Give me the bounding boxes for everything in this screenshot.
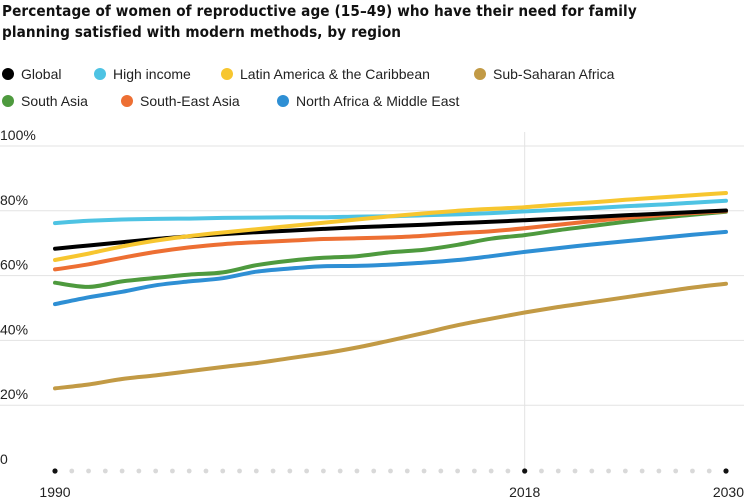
legend-swatch	[277, 95, 289, 107]
x-axis-dot	[287, 468, 293, 474]
legend-swatch	[121, 95, 133, 107]
x-axis-dot	[455, 468, 460, 474]
x-axis-dot	[86, 468, 91, 474]
legend-label: Sub-Saharan Africa	[493, 66, 615, 82]
y-tick-label: 0	[0, 451, 8, 467]
x-axis-dot	[690, 468, 695, 474]
x-axis-dot	[421, 468, 427, 474]
x-axis-dot	[505, 468, 511, 474]
series-line-south-east-asia	[53, 209, 728, 272]
x-axis-dot	[673, 468, 679, 474]
x-axis-dot	[706, 468, 712, 474]
x-axis-dot	[220, 468, 226, 474]
x-axis-dot	[170, 468, 175, 474]
legend-item[interactable]: Global	[2, 65, 61, 83]
x-axis-dot	[237, 468, 242, 474]
legend-label: South-East Asia	[140, 93, 240, 109]
legend-label: High income	[113, 66, 191, 82]
y-tick-label: 40%	[0, 321, 28, 337]
y-tick-label: 60%	[0, 257, 28, 273]
x-axis-dot	[186, 468, 192, 474]
legend-label: South Asia	[21, 93, 88, 109]
chart-title: Percentage of women of reproductive age …	[2, 2, 637, 41]
legend-item[interactable]: Latin America & the Caribbean	[221, 65, 430, 83]
x-axis-dot	[622, 468, 628, 474]
legend-swatch	[94, 68, 106, 80]
x-axis-dot	[438, 468, 444, 474]
x-axis-dot	[404, 468, 410, 474]
series-line-sub-saharan-africa	[53, 281, 728, 391]
legend-item[interactable]: Sub-Saharan Africa	[474, 65, 614, 83]
x-axis-dot	[253, 468, 259, 474]
series-line-south-asia	[53, 209, 728, 289]
x-axis-dot	[354, 468, 360, 474]
y-tick-label: 100%	[0, 127, 36, 143]
legend-swatch	[221, 68, 233, 80]
legend-swatch	[2, 68, 14, 80]
x-axis-dot	[304, 468, 310, 474]
legend-swatch	[474, 68, 486, 80]
x-axis-dot	[69, 468, 75, 474]
x-axis-dot	[136, 468, 142, 474]
x-axis-dot	[371, 468, 377, 474]
x-tick-label: 2018	[509, 484, 540, 500]
x-axis-dot	[555, 468, 561, 474]
x-axis-dot	[639, 468, 645, 474]
x-axis-dot	[270, 468, 276, 474]
x-axis-dot	[102, 468, 108, 474]
y-tick-label: 20%	[0, 386, 28, 402]
x-axis-dot	[488, 468, 494, 474]
x-axis-dot	[589, 468, 595, 474]
x-axis-dot	[337, 468, 343, 474]
x-axis-tick-dot	[723, 468, 729, 474]
legend-item[interactable]: South-East Asia	[121, 92, 240, 110]
x-axis-dot	[656, 468, 662, 474]
x-axis-dot	[119, 468, 125, 474]
series-line-north-africa-middle-east	[53, 229, 728, 307]
series-line-latin-america-the-caribbean	[53, 191, 728, 262]
x-axis-tick-dot	[52, 468, 58, 474]
x-axis-dot	[606, 468, 611, 474]
legend-item[interactable]: North Africa & Middle East	[277, 92, 459, 110]
y-tick-label: 80%	[0, 192, 28, 208]
x-axis-dot	[388, 468, 393, 474]
legend-label: North Africa & Middle East	[296, 93, 460, 109]
x-axis-dot	[572, 468, 578, 474]
legend-label: Latin America & the Caribbean	[240, 66, 430, 82]
x-axis-dot	[539, 468, 544, 474]
legend-item[interactable]: High income	[94, 65, 191, 83]
x-tick-label: 1990	[39, 484, 70, 500]
x-axis-dot	[471, 468, 477, 474]
x-tick-label: 2030	[713, 484, 744, 500]
x-axis-dot	[321, 468, 326, 474]
x-axis-dot	[203, 468, 209, 474]
legend-label: Global	[21, 66, 62, 82]
x-axis-tick-dot	[522, 468, 528, 474]
legend-item[interactable]: South Asia	[2, 92, 88, 110]
legend-swatch	[2, 95, 14, 107]
x-axis-dot	[153, 468, 159, 474]
